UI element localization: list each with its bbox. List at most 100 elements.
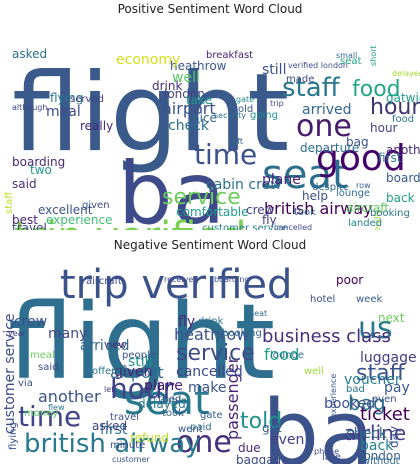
word-ticket: ticket — [360, 404, 410, 425]
word-breakfast: breakfast — [206, 50, 253, 61]
word-new: new — [106, 340, 127, 351]
word-flight: flight — [8, 281, 275, 403]
word-nice: nice — [192, 111, 217, 125]
word-drink: drink — [152, 79, 182, 93]
word-hour: hour — [370, 95, 420, 120]
word-booking: booking — [370, 208, 410, 219]
word-served: served — [70, 94, 104, 105]
word-going: going — [250, 110, 278, 121]
word-passenger: passenger — [223, 356, 242, 440]
word-still: still — [262, 62, 286, 78]
word-heathrow: heathrow — [174, 325, 249, 344]
word-airline: airline — [344, 421, 406, 445]
negative-cloud-title: Negative Sentiment Word Cloud — [113, 238, 307, 252]
word-many: many — [48, 326, 87, 342]
word-arrived: arrived — [80, 338, 130, 354]
word-cancelled: cancelled — [274, 223, 312, 230]
word-customer: customer — [112, 455, 150, 464]
word-poor: poor — [336, 273, 363, 287]
word-service: service — [176, 341, 255, 366]
word-still: still — [128, 354, 152, 370]
word-bad: bad — [346, 384, 365, 395]
word-old: old — [238, 104, 253, 115]
word-phone: phone — [314, 447, 339, 456]
word-good: good — [316, 138, 406, 179]
word-hotel: hotel — [310, 294, 335, 305]
word-lounge: lounge — [270, 350, 304, 361]
word-crew: crew — [14, 314, 47, 330]
word-left: left — [104, 385, 117, 394]
word-us: us — [358, 311, 393, 346]
word-well: well — [304, 366, 324, 377]
word-late: late — [322, 452, 341, 463]
word-another: another — [386, 143, 420, 157]
word-fly: fly — [262, 213, 277, 227]
word-hour: hour — [110, 372, 175, 405]
word-money: money — [24, 408, 58, 419]
word-next: next — [378, 311, 405, 325]
word-friendly: friendly — [373, 209, 382, 230]
word-plane: plane — [262, 172, 301, 188]
word-got: got — [262, 421, 282, 435]
word-departure: departure — [300, 141, 359, 155]
word-meal: meal — [46, 104, 81, 120]
word-pay: pay — [384, 380, 410, 396]
word-boarding: boarding — [12, 155, 65, 169]
word-meal: meal — [30, 350, 55, 361]
word-two: two — [30, 163, 52, 177]
word-flying: flying — [50, 91, 83, 105]
word-hour: hour — [370, 121, 398, 135]
word-boarding: boarding — [214, 275, 249, 284]
word-although: although — [12, 103, 47, 112]
word-seat: seat — [262, 152, 348, 198]
word-flying: flying — [8, 422, 19, 450]
word-seat: seat — [340, 56, 361, 67]
word-check: check — [346, 426, 388, 442]
word-given: given — [82, 200, 110, 211]
word-experience: experience — [46, 213, 113, 227]
word-minute: minute — [110, 440, 145, 451]
word-landed: landed — [348, 218, 382, 229]
word-customer-service: customer service — [2, 313, 18, 434]
word-fly: fly — [178, 314, 195, 330]
word-baggage: baggage — [236, 453, 289, 464]
word-trip-verified: trip verified — [14, 214, 246, 230]
word-delayed: delayed — [138, 397, 186, 411]
word-gate: gate — [236, 95, 254, 104]
word-airport: airport — [162, 99, 216, 118]
word-booked: booked — [324, 396, 375, 412]
word-took: took — [294, 207, 316, 218]
word-asked: asked — [92, 419, 127, 433]
word-travel: travel — [110, 412, 139, 423]
word-tried: tried — [158, 394, 181, 405]
word-without: without — [362, 456, 400, 464]
word-british-airway: british airway — [24, 429, 201, 459]
word-food: food — [352, 77, 401, 102]
word-security: security — [214, 111, 246, 120]
word-voucher: voucher — [344, 372, 401, 388]
word-cancelled: cancelled — [176, 364, 243, 380]
word-week: week — [356, 294, 382, 305]
word-service: service — [162, 185, 241, 210]
word-even: even — [372, 394, 397, 405]
word-told: told — [240, 409, 282, 434]
word-gatwick: gatwick — [386, 91, 420, 105]
word-time: time — [18, 400, 81, 433]
word-aircraft: aircraft — [86, 276, 122, 287]
word-said: said — [38, 362, 58, 373]
word-verified-london: verified london — [288, 61, 348, 70]
word-made: made — [286, 74, 314, 85]
word-left: left — [230, 137, 243, 146]
word-paid: paid — [190, 422, 212, 433]
word-another: another — [38, 387, 101, 406]
word-comfortable: comfortable — [176, 205, 249, 219]
word-despite: despite — [312, 182, 349, 193]
word-one: one — [176, 425, 232, 460]
word-check: check — [168, 118, 210, 134]
word-business-class: business class — [262, 326, 391, 347]
word-asked: asked — [12, 47, 47, 61]
word-went: went — [178, 424, 203, 435]
positive-cloud-title: Positive Sentiment Word Cloud — [117, 2, 303, 16]
word-staff: staff — [282, 73, 341, 103]
